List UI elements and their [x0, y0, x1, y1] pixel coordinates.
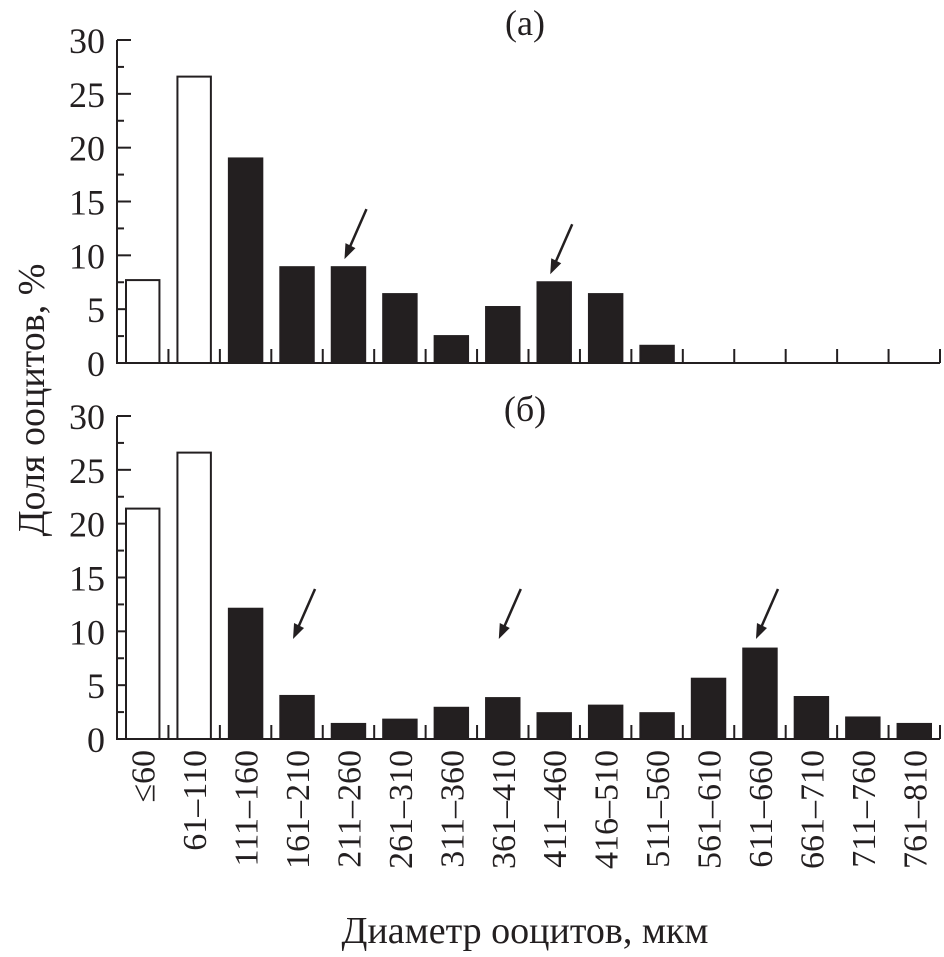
x-tick-label: 711–760: [846, 750, 883, 868]
bar-261–310: [382, 293, 418, 364]
y-tick-label: 5: [87, 666, 105, 706]
y-tick-label: 5: [87, 290, 105, 330]
bar-211–260: [330, 266, 367, 364]
bar-111–160: [227, 607, 264, 740]
bar-311–360: [433, 335, 470, 365]
bar-261–310: [382, 718, 418, 740]
bar-161–210: [279, 266, 315, 364]
y-tick-label: 15: [69, 559, 105, 599]
x-tick-label: 661–710: [794, 750, 831, 869]
x-tick-label: 111–160: [229, 750, 266, 866]
x-tick-label: 261–310: [383, 750, 420, 869]
y-tick-label: 15: [69, 183, 105, 223]
bar-661–710: [793, 696, 830, 741]
y-axis-label: Доля ооцитов, %: [11, 264, 53, 537]
bar-361–410: [485, 697, 521, 741]
bar-416–510: [587, 704, 624, 741]
x-tick-label: 361–410: [486, 750, 523, 869]
arrow-annotation: [347, 208, 368, 251]
y-tick-label: 10: [69, 236, 105, 276]
bar-61–110: [176, 451, 212, 740]
x-tick-label: 761–810: [897, 750, 934, 869]
y-tick-label: 0: [87, 344, 105, 384]
panel-label-a: (а): [505, 3, 545, 43]
arrow-head: [755, 623, 767, 639]
y-tick-label: 20: [69, 129, 105, 169]
y-tick-label: 0: [87, 720, 105, 760]
x-axis-label: Диаметр ооцитов, мкм: [342, 910, 709, 952]
bar-≤60: [125, 507, 161, 740]
bar-361–410: [485, 306, 521, 365]
arrow-annotation: [758, 588, 780, 631]
arrow-annotation: [501, 588, 522, 631]
arrow-head: [344, 243, 356, 260]
bar-611–660: [742, 647, 778, 740]
bar-561–610: [690, 677, 727, 740]
arrow-head: [293, 623, 305, 639]
arrow-head: [498, 623, 510, 639]
bar-161–210: [279, 694, 315, 741]
x-tick-label: 161–210: [280, 750, 317, 869]
bar-411–460: [536, 712, 572, 740]
bar-511–560: [639, 712, 675, 740]
bar-311–360: [433, 706, 470, 741]
y-tick-label: 25: [69, 75, 105, 115]
x-tick-label: 611–660: [743, 750, 780, 868]
bar-61–110: [176, 75, 212, 365]
arrow-annotation: [295, 588, 317, 631]
bar-511–560: [639, 344, 675, 365]
y-tick-label: 25: [69, 451, 105, 491]
x-tick-label: ≤60: [126, 750, 163, 803]
y-tick-label: 30: [69, 21, 105, 61]
x-tick-label: 511–560: [640, 750, 677, 868]
bar-416–510: [587, 293, 624, 364]
arrow-annotation: [553, 223, 574, 266]
bar-411–460: [536, 281, 572, 364]
x-tick-label: 411–460: [537, 750, 574, 868]
panel-label-b: (б): [504, 389, 546, 429]
y-tick-label: 30: [69, 397, 105, 437]
y-tick-label: 10: [69, 612, 105, 652]
bar-211–260: [330, 722, 367, 741]
y-tick-label: 20: [69, 505, 105, 545]
x-tick-label: 311–360: [434, 750, 471, 868]
x-tick-label: 211–260: [331, 750, 368, 868]
arrow-head: [550, 258, 562, 275]
x-tick-label: 561–610: [692, 750, 729, 869]
x-tick-label: 416–510: [589, 750, 626, 869]
bar-761–810: [896, 722, 932, 741]
bar-≤60: [125, 279, 161, 365]
x-tick-label: 61–110: [177, 750, 214, 851]
bar-111–160: [227, 157, 264, 364]
bar-711–760: [845, 716, 881, 741]
